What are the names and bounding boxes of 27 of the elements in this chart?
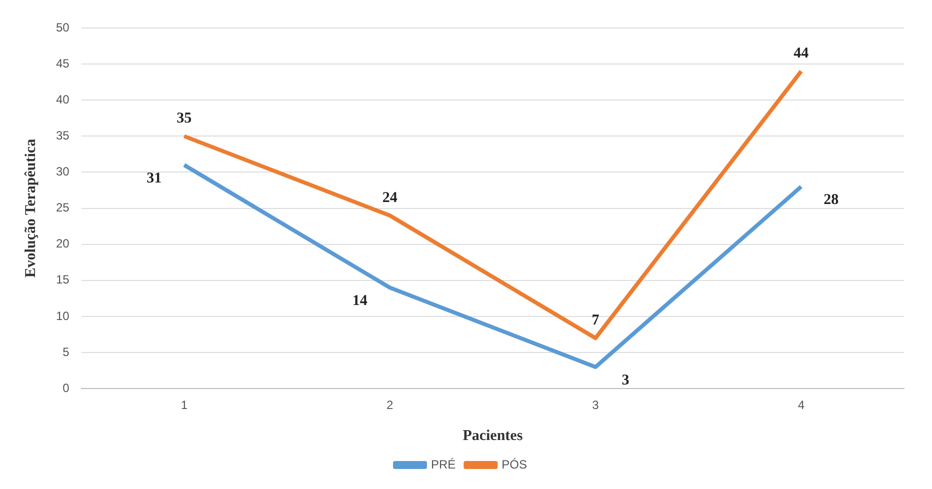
y-tick-label: 15 <box>56 272 70 287</box>
x-tick-label: 1 <box>180 398 188 412</box>
legend-label: PRÉ <box>430 457 456 472</box>
y-tick-label: 50 <box>56 20 70 34</box>
data-label: 44 <box>794 46 810 62</box>
data-label: 24 <box>382 190 398 206</box>
y-tick-label: 30 <box>56 164 70 179</box>
data-label: 7 <box>592 312 600 328</box>
y-tick-label: 40 <box>56 92 70 106</box>
x-tick-label: 2 <box>386 398 394 412</box>
y-tick-label: 10 <box>56 308 70 323</box>
y-tick-label: 35 <box>56 128 70 142</box>
data-label: 31 <box>146 170 162 186</box>
data-label: 3 <box>622 372 630 388</box>
y-tick-label: 25 <box>56 200 70 215</box>
data-label: 28 <box>824 192 839 208</box>
y-tick-label: 5 <box>62 344 70 359</box>
x-axis-title: Pacientes <box>462 428 523 444</box>
y-tick-label: 45 <box>56 56 70 70</box>
y-axis-title: Evolução Terapêutica <box>22 138 39 278</box>
legend-label: PÓS <box>502 457 528 472</box>
y-tick-label: 0 <box>62 380 70 395</box>
data-label: 35 <box>176 110 192 127</box>
x-tick-label: 4 <box>798 398 805 412</box>
data-label: 14 <box>352 293 368 310</box>
y-tick-label: 20 <box>56 236 70 251</box>
x-tick-label: 3 <box>592 398 600 412</box>
